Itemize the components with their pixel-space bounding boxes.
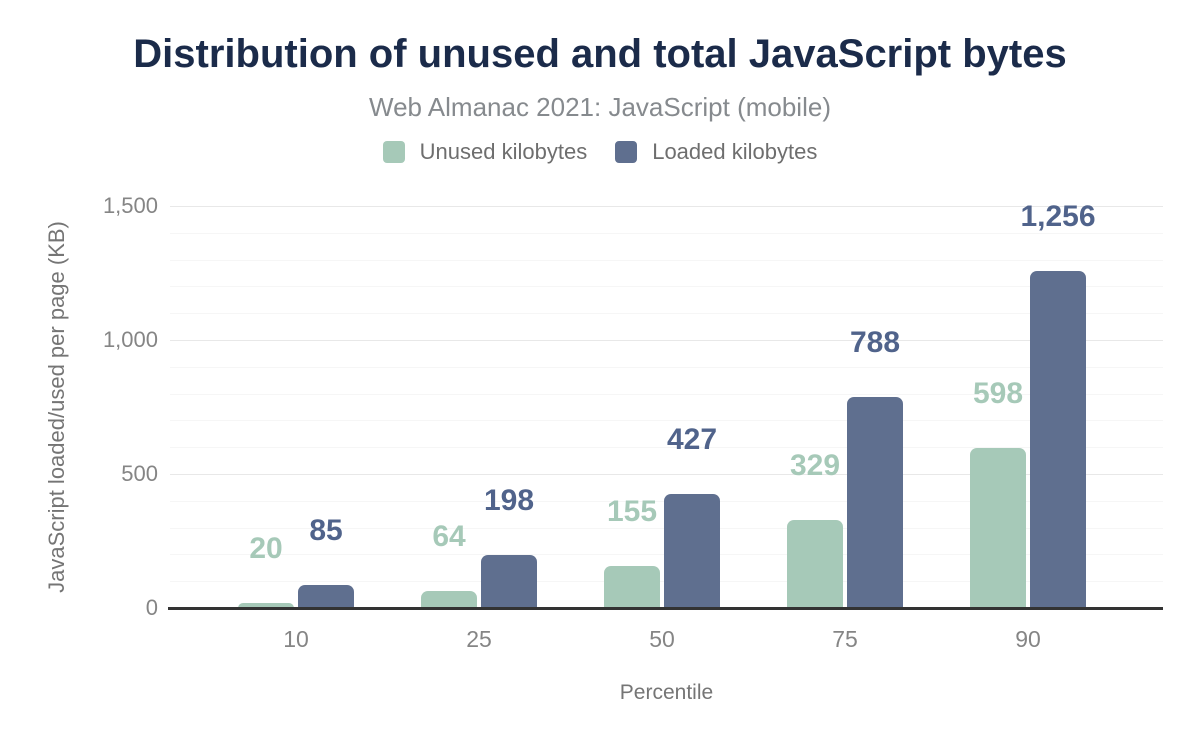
bar-unused	[787, 520, 843, 608]
bar-label-unused: 20	[249, 532, 283, 565]
grid-line-minor	[170, 367, 1163, 368]
y-tick-label: 1,000	[102, 327, 158, 352]
bar-loaded	[664, 494, 720, 608]
legend: Unused kilobytes Loaded kilobytes	[0, 139, 1200, 165]
bar-loaded	[847, 397, 903, 608]
x-axis-line	[168, 607, 1163, 610]
x-tick-label: 10	[283, 626, 309, 652]
grid-line-minor	[170, 394, 1163, 395]
grid-line-major	[170, 206, 1163, 207]
y-tick-label: 500	[121, 461, 158, 486]
grid-line-minor	[170, 260, 1163, 261]
bar-label-unused: 155	[606, 495, 658, 528]
bar-label-loaded: 427	[666, 423, 718, 456]
legend-label-loaded: Loaded kilobytes	[652, 139, 818, 164]
grid-line-minor	[170, 447, 1163, 448]
bar-loaded	[481, 555, 537, 608]
legend-swatch-unused-icon	[382, 141, 405, 163]
bar-unused	[421, 591, 477, 608]
x-tick-label: 50	[649, 626, 675, 652]
bar-loaded	[1030, 271, 1086, 608]
bar-unused	[604, 566, 660, 608]
x-axis-title: Percentile	[619, 681, 714, 704]
bar-label-loaded: 85	[309, 514, 343, 547]
y-axis-title: JavaScript loaded/used per page (KB)	[44, 221, 69, 593]
x-tick-label: 90	[1015, 626, 1041, 652]
bar-label-unused: 64	[432, 520, 466, 553]
legend-swatch-loaded-icon	[615, 141, 638, 163]
legend-label-unused: Unused kilobytes	[419, 139, 588, 164]
bar-label-loaded: 1,256	[1020, 200, 1096, 233]
chart-title: Distribution of unused and total JavaScr…	[133, 32, 1067, 76]
grid-line-minor	[170, 420, 1163, 421]
grid-line-major	[170, 340, 1163, 341]
bar-label-loaded: 788	[849, 326, 901, 359]
grid-line-minor	[170, 286, 1163, 287]
x-tick-label: 25	[466, 626, 492, 652]
grid-line-minor	[170, 233, 1163, 234]
grid-line-major	[170, 474, 1163, 475]
y-tick-label: 1,500	[102, 193, 158, 218]
bar-loaded	[298, 585, 354, 608]
bar-label-unused: 598	[972, 377, 1024, 410]
y-tick-label: 0	[145, 595, 158, 620]
bar-label-loaded: 198	[483, 484, 535, 517]
bar-unused	[970, 448, 1026, 608]
chart-subtitle: Web Almanac 2021: JavaScript (mobile)	[369, 92, 831, 122]
x-tick-label: 75	[832, 626, 858, 652]
legend-item-unused: Unused kilobytes	[382, 139, 588, 165]
bar-unused	[238, 603, 294, 608]
legend-item-loaded: Loaded kilobytes	[615, 139, 817, 165]
grid-line-minor	[170, 313, 1163, 314]
bar-label-unused: 329	[789, 449, 841, 482]
